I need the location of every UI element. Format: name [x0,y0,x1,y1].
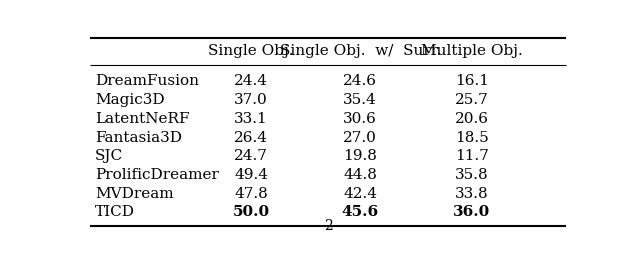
Text: ProlificDreamer: ProlificDreamer [95,168,219,182]
Text: 35.4: 35.4 [344,93,377,107]
Text: Magic3D: Magic3D [95,93,164,107]
Text: TICD: TICD [95,205,135,219]
Text: 47.8: 47.8 [234,187,268,201]
Text: 44.8: 44.8 [343,168,377,182]
Text: Fantasia3D: Fantasia3D [95,131,182,145]
Text: 24.7: 24.7 [234,149,268,163]
Text: Multiple Obj.: Multiple Obj. [421,44,523,58]
Text: 18.5: 18.5 [455,131,489,145]
Text: 24.6: 24.6 [343,74,377,88]
Text: 30.6: 30.6 [343,112,377,126]
Text: 16.1: 16.1 [455,74,489,88]
Text: DreamFusion: DreamFusion [95,74,199,88]
Text: 24.4: 24.4 [234,74,268,88]
Text: 35.8: 35.8 [455,168,489,182]
Text: SJC: SJC [95,149,123,163]
Text: 25.7: 25.7 [455,93,489,107]
Text: 42.4: 42.4 [343,187,377,201]
Text: 50.0: 50.0 [232,205,269,219]
Text: 20.6: 20.6 [455,112,489,126]
Text: 45.6: 45.6 [342,205,379,219]
Text: 19.8: 19.8 [343,149,377,163]
Text: MVDream: MVDream [95,187,173,201]
Text: 26.4: 26.4 [234,131,268,145]
Text: 49.4: 49.4 [234,168,268,182]
Text: 33.1: 33.1 [234,112,268,126]
Text: LatentNeRF: LatentNeRF [95,112,189,126]
Text: 27.0: 27.0 [343,131,377,145]
Text: Single Obj.  w/  Surr.: Single Obj. w/ Surr. [280,44,441,58]
Text: Single Obj.: Single Obj. [209,44,294,58]
Text: 2: 2 [324,219,332,233]
Text: 33.8: 33.8 [455,187,489,201]
Text: 36.0: 36.0 [453,205,490,219]
Text: 11.7: 11.7 [455,149,489,163]
Text: 37.0: 37.0 [234,93,268,107]
